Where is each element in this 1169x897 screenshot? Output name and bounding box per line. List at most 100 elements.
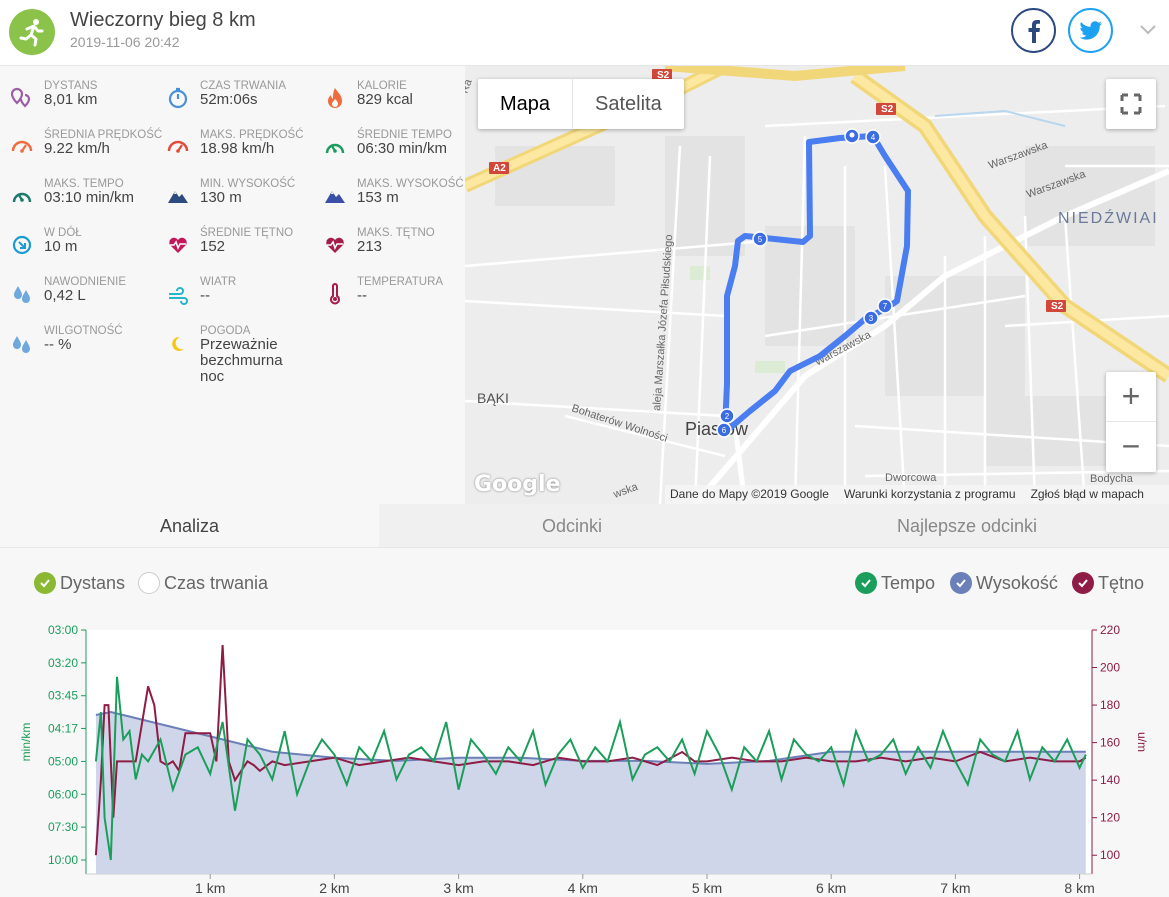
descent-icon <box>12 235 32 255</box>
route-marker-2: 2 <box>725 412 730 421</box>
series-line-tempo <box>94 676 1087 861</box>
right-axis-label: u/m <box>1135 732 1149 752</box>
activity-title: Wieczorny bieg 8 km <box>70 9 256 31</box>
fullscreen-icon <box>1120 93 1142 115</box>
stat-11: MAKS. TĘTNO 213 <box>313 213 473 257</box>
facebook-share-button[interactable] <box>1011 8 1056 53</box>
stat-value: 152 <box>200 238 226 255</box>
pace-gauge-icon <box>325 143 345 154</box>
thermometer-icon <box>330 283 340 305</box>
left-tick-label: 04:17 <box>48 721 78 735</box>
x-tick-label: 8 km <box>1064 880 1094 896</box>
toggle-czas-trwania[interactable]: Czas trwania <box>138 572 268 594</box>
heart-rate-icon <box>169 237 187 253</box>
stat-label: KALORIE <box>357 80 407 92</box>
report-error-link[interactable]: Zgłoś błąd w mapach <box>1030 487 1144 501</box>
stat-13: WIATR -- <box>156 262 316 306</box>
tab-odcinki[interactable]: Odcinki <box>541 516 603 536</box>
map-label-niedzwiadek: NIEDŹWIAI <box>1058 208 1159 227</box>
toggle-czas-label: Czas trwania <box>164 572 269 593</box>
route-marker-6: 6 <box>722 426 727 435</box>
activity-header: Wieczorny bieg 8 km 2019-11-06 20:42 <box>0 0 1169 66</box>
toggle-wysokosc-label: Wysokość <box>976 572 1058 593</box>
activity-chart[interactable]: 03:00 03:20 03:45 04:17 05:00 06:00 07:30 10:00… <box>0 548 1169 897</box>
right-tick-label: 220 <box>1100 623 1120 637</box>
stat-16: POGODA Przeważnie bezchmurna noc <box>156 311 316 385</box>
stat-label: DYSTANS <box>44 80 98 92</box>
x-tick-label: 2 km <box>319 880 349 896</box>
check-icon <box>950 572 972 594</box>
pace-gauge-icon <box>12 192 32 203</box>
right-tick-label: 120 <box>1100 811 1120 825</box>
stat-label: CZAS TRWANIA <box>200 80 287 92</box>
stat-15: WILGOTNOŚĆ -- % <box>0 311 160 355</box>
x-tick-label: 1 km <box>195 880 225 896</box>
stat-label: MAKS. TEMPO <box>44 178 124 190</box>
x-tick-label: 5 km <box>692 880 722 896</box>
stat-label: TEMPERATURA <box>357 276 444 288</box>
tab-najlepsze-odcinki[interactable]: Najlepsze odcinki <box>896 516 1038 536</box>
stat-value: 9.22 km/h <box>44 140 110 157</box>
flame-icon <box>328 88 342 108</box>
stat-value: -- % <box>44 336 72 353</box>
route-map[interactable]: S2 S2 S2 A2 NIEDŹWIAI BĄKI Piastów Warsz… <box>465 66 1169 504</box>
map-view-button[interactable]: Mapa <box>478 79 574 129</box>
right-tick-label: 200 <box>1100 661 1120 675</box>
map-type-control: Mapa Satelita <box>478 79 684 129</box>
left-tick-label: 03:20 <box>48 656 78 670</box>
water-drops-icon <box>14 286 30 303</box>
map-label-ra: Ra <box>465 77 475 95</box>
map-label-dworcowa: Dworcowa <box>885 472 937 484</box>
analysis-panel: Dystans Czas trwania Tempo Wysokość Tętn… <box>0 548 1169 897</box>
stat-label: W DÓŁ <box>44 227 82 239</box>
toggle-tempo-label: Tempo <box>881 572 936 593</box>
route-marker-7: 7 <box>883 302 888 311</box>
zoom-in-button[interactable]: + <box>1106 372 1156 422</box>
route-marker-5: 5 <box>758 235 763 244</box>
left-axis-label: min/km <box>19 723 33 762</box>
speedometer-icon <box>11 140 33 153</box>
stat-label: ŚREDNIA PRĘDKOŚĆ <box>44 129 163 141</box>
left-tick-label: 05:00 <box>48 754 78 768</box>
fullscreen-button[interactable] <box>1106 79 1156 129</box>
stats-panel: DYSTANS 8,01 km CZAS TRWANIA 52m:06s KAL… <box>0 66 465 504</box>
right-tick-label: 180 <box>1100 698 1120 712</box>
toggle-wysokosc[interactable]: Wysokość <box>950 572 1058 594</box>
satellite-view-button[interactable]: Satelita <box>595 93 662 115</box>
right-tick-label: 160 <box>1100 736 1120 750</box>
stat-7: MIN. WYSOKOŚĆ 130 m <box>156 164 316 208</box>
chevron-down-icon[interactable] <box>1136 18 1160 42</box>
activity-date: 2019-11-06 20:42 <box>70 34 180 50</box>
x-tick-label: 3 km <box>443 880 473 896</box>
map-footer: Dane do Mapy ©2019 Google Warunki korzys… <box>665 485 1169 504</box>
right-tick-label: 140 <box>1100 773 1120 787</box>
stat-value: 18.98 km/h <box>200 140 275 157</box>
map-label-bodycha: Bodycha <box>1090 473 1134 485</box>
twitter-share-button[interactable] <box>1068 8 1113 53</box>
stat-3: ŚREDNIA PRĘDKOŚĆ 9.22 km/h <box>0 115 163 159</box>
map-label-baki: BĄKI <box>477 390 509 406</box>
stat-8: MAKS. WYSOKOŚĆ 153 m <box>313 164 473 208</box>
stat-14: TEMPERATURA -- <box>313 262 473 306</box>
toggle-dystans[interactable]: Dystans <box>34 572 125 594</box>
toggle-tempo[interactable]: Tempo <box>855 572 935 594</box>
x-tick-label: 4 km <box>568 880 598 896</box>
x-tick-label: 6 km <box>816 880 846 896</box>
stat-6: MAKS. TEMPO 03:10 min/km <box>0 164 160 208</box>
terms-link[interactable]: Warunki korzystania z programu <box>843 487 1016 501</box>
left-tick-label: 10:00 <box>48 853 78 867</box>
heart-rate-icon <box>326 237 344 253</box>
stat-value: 10 m <box>44 238 78 255</box>
stat-label: WILGOTNOŚĆ <box>44 325 123 337</box>
route-marker-4: 4 <box>871 133 876 142</box>
stat-1: CZAS TRWANIA 52m:06s <box>156 66 316 110</box>
map-data-credit: Dane do Mapy ©2019 Google <box>670 487 829 501</box>
toggle-tetno[interactable]: Tętno <box>1072 572 1144 594</box>
zoom-out-button[interactable]: − <box>1121 428 1141 464</box>
stat-label: POGODA <box>200 325 251 337</box>
left-tick-label: 03:45 <box>48 689 78 703</box>
tab-analiza[interactable]: Analiza <box>0 504 379 547</box>
stat-value: -- <box>200 287 210 304</box>
check-icon <box>34 572 56 594</box>
map-label-s2a: S2 <box>657 70 670 81</box>
